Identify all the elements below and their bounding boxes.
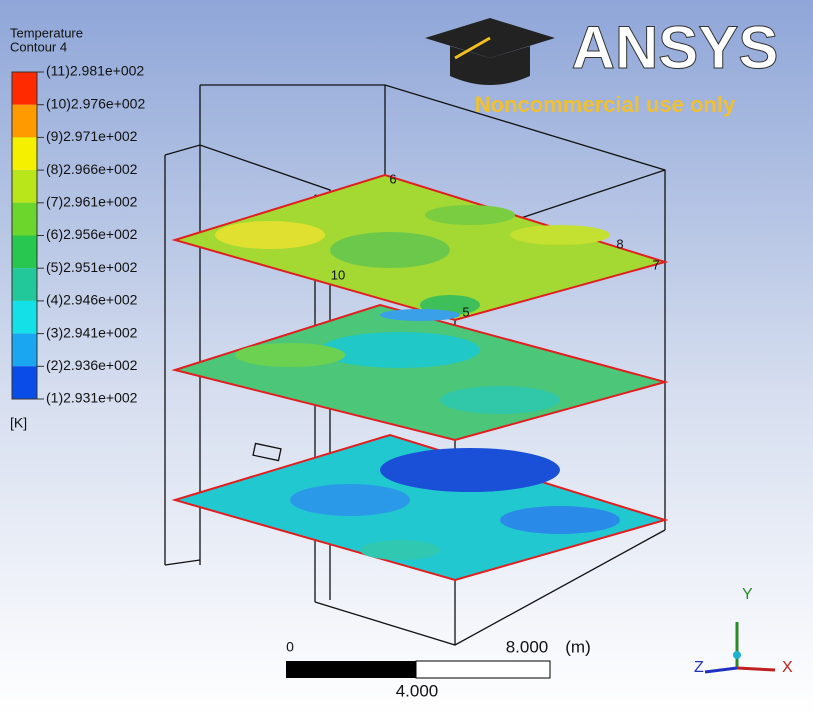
legend-swatch	[12, 170, 37, 203]
legend-label: (1)2.931e+002	[46, 390, 138, 406]
legend-label: (11)2.981e+002	[46, 63, 144, 79]
scale-end: 8.000	[506, 637, 549, 656]
logo-notice: Noncommercial use only	[475, 92, 736, 117]
legend-label: (6)2.956e+002	[46, 226, 138, 242]
axis-z: Z	[694, 659, 704, 676]
legend-label: (10)2.976e+002	[46, 95, 145, 111]
scale-middle: 4.000	[396, 681, 439, 700]
legend-swatch	[12, 300, 37, 334]
logo-brand: ANSYS	[572, 14, 779, 81]
legend-label: (3)2.941e+002	[46, 324, 138, 340]
contour-plate-middle	[171, 303, 669, 442]
scale-bar: 0 8.000 (m) 4.000	[286, 637, 591, 700]
legend-swatch	[12, 202, 37, 236]
legend-label: (8)2.966e+002	[46, 161, 138, 177]
contour-label: 7	[652, 257, 659, 272]
legend-swatch	[12, 366, 37, 399]
legend-swatch	[12, 72, 37, 105]
scale-unit: (m)	[565, 637, 590, 656]
legend-label: (7)2.961e+002	[46, 194, 138, 210]
contour-label: 8	[616, 236, 623, 251]
contour-plate-bottom	[171, 433, 669, 582]
axis-y: Y	[742, 586, 753, 603]
contour-plate-top	[171, 173, 669, 322]
scale-start: 0	[286, 639, 294, 655]
logo: ANSYS Noncommercial use only	[425, 13, 779, 117]
legend-swatch	[12, 137, 37, 171]
legend-label: (2)2.936e+002	[46, 357, 138, 373]
legend-swatch	[12, 104, 37, 138]
contour-label: 6	[389, 171, 396, 186]
legend-swatch	[12, 268, 37, 301]
axis-x: X	[782, 659, 793, 676]
legend-title: Temperature	[10, 25, 83, 40]
contour-label: 10	[331, 267, 345, 282]
legend-label: (4)2.946e+002	[46, 292, 138, 308]
legend-label: (5)2.951e+002	[46, 259, 138, 275]
legend-subtitle: Contour 4	[10, 39, 67, 54]
legend-swatch	[12, 235, 37, 269]
legend-unit: [K]	[10, 415, 27, 431]
axis-triad: Y X Z	[694, 586, 793, 676]
legend-label: (9)2.971e+002	[46, 128, 138, 144]
legend-swatch	[12, 333, 37, 367]
contour-label: 5	[462, 304, 469, 319]
